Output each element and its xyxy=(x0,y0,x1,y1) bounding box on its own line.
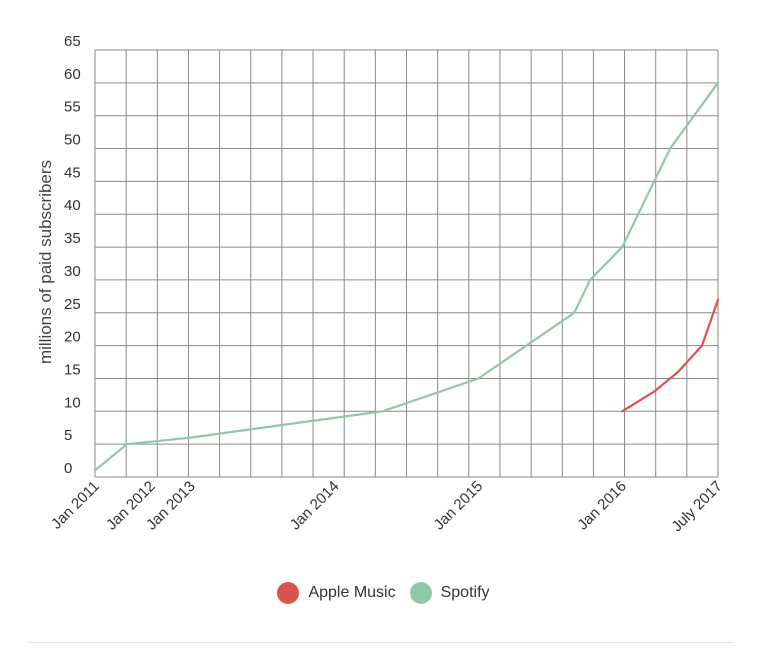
y-tick-label: 0 xyxy=(64,460,72,477)
y-tick-label: 30 xyxy=(64,263,81,280)
legend-marker xyxy=(277,582,300,604)
x-tick-label: Jan 2011 xyxy=(48,478,103,533)
legend-label: Spotify xyxy=(440,584,490,601)
y-tick-label: 65 xyxy=(64,33,81,50)
y-tick-label: 15 xyxy=(64,361,81,378)
y-tick-label: 45 xyxy=(64,164,81,181)
y-tick-label: 60 xyxy=(64,66,81,83)
apple-music-line xyxy=(621,298,720,413)
series-lines xyxy=(93,81,720,472)
spotify-line xyxy=(93,81,720,472)
y-tick-label: 5 xyxy=(64,427,72,444)
x-tick-label: Jan 2014 xyxy=(287,478,343,534)
y-tick-label: 25 xyxy=(64,296,81,313)
y-axis-label: millions of paid subscribers xyxy=(36,160,55,364)
bottom-divider xyxy=(28,642,734,643)
x-tick-label: Jan 2016 xyxy=(574,478,630,534)
y-tick-label: 35 xyxy=(64,230,81,247)
y-tick-label: 10 xyxy=(64,394,81,411)
legend-item-spotify: Spotify xyxy=(409,582,490,604)
y-tick-label: 50 xyxy=(64,132,81,149)
x-tick-label: July 2017 xyxy=(668,478,725,535)
legend-item-apple-music: Apple Music xyxy=(277,582,396,604)
legend-marker xyxy=(409,582,432,604)
legend: Apple Music Spotify xyxy=(0,580,767,606)
y-tick-labels: 0 5 10 15 20 25 30 35 40 45 50 55 60 65 xyxy=(64,33,81,477)
y-tick-label: 40 xyxy=(64,197,81,214)
y-tick-label: 20 xyxy=(64,329,81,346)
grid-lines xyxy=(94,49,719,478)
y-tick-label: 55 xyxy=(64,99,81,116)
x-tick-label: Jan 2015 xyxy=(431,478,487,534)
legend-label: Apple Music xyxy=(308,584,396,601)
